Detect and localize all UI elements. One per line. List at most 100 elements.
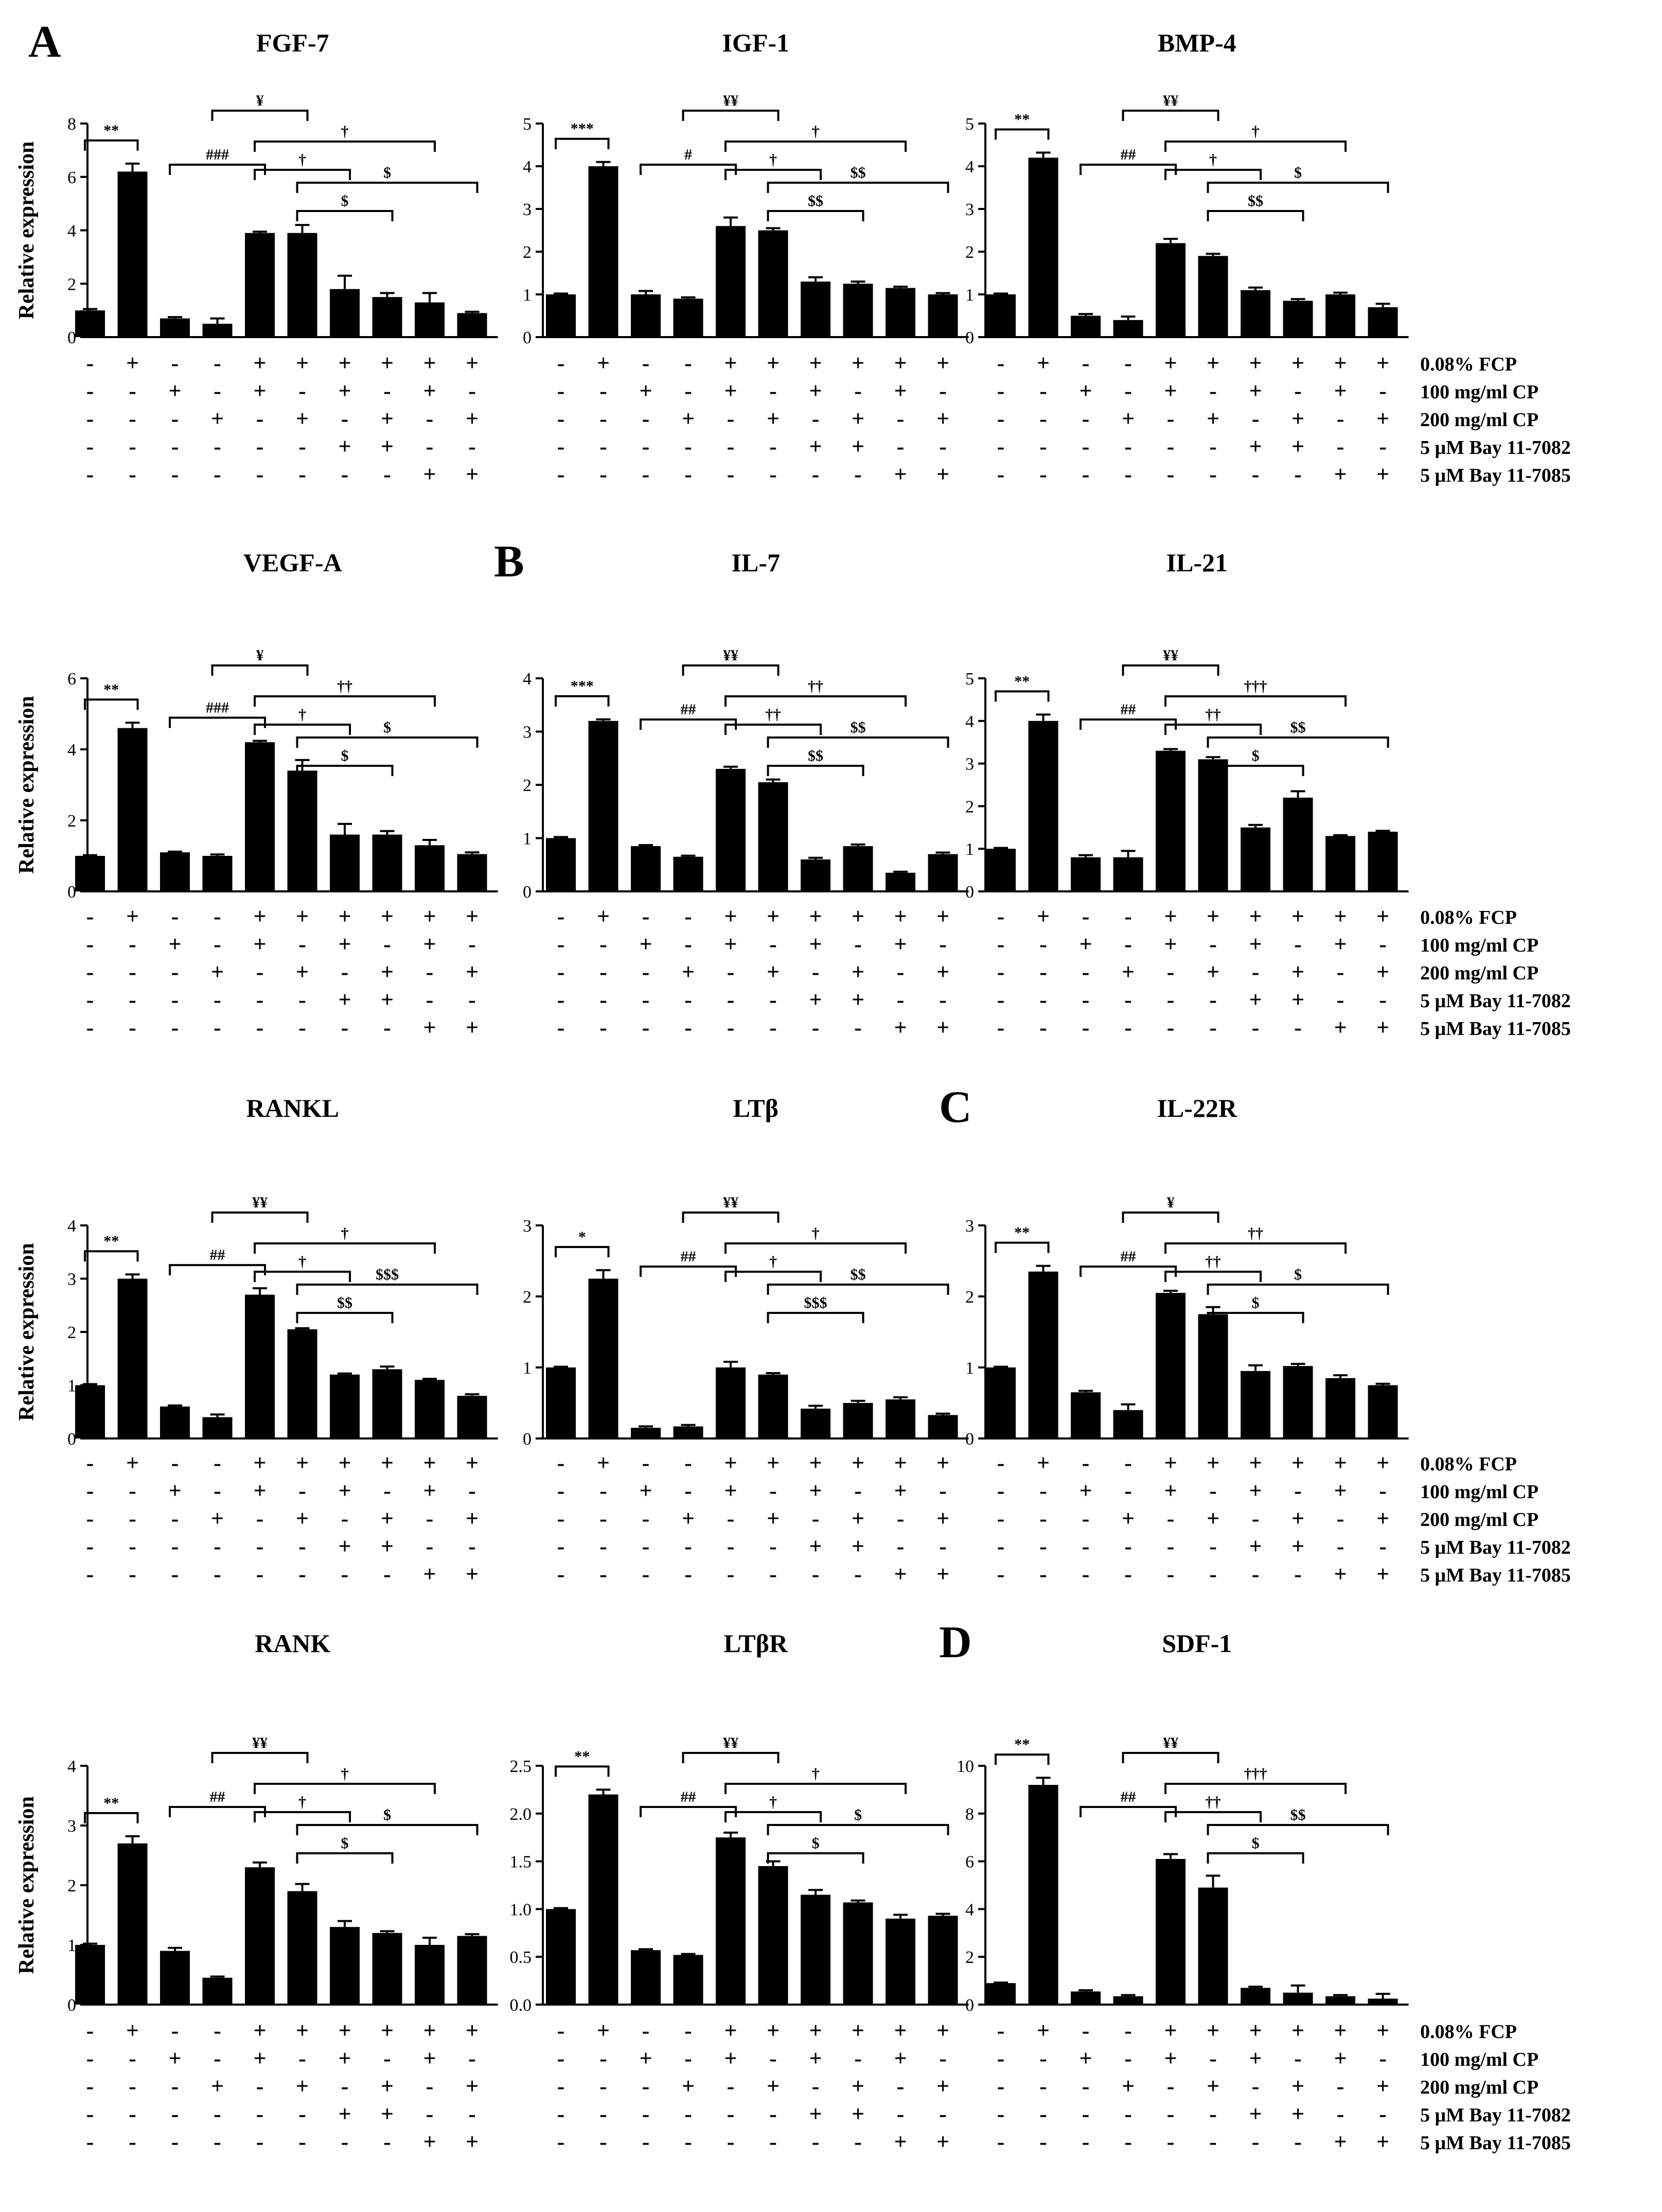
condition-sign: + (809, 378, 822, 403)
condition-sign: + (936, 462, 949, 487)
condition-sign: - (642, 1561, 650, 1587)
significance-bracket (169, 1264, 266, 1276)
condition-sign: - (1039, 406, 1047, 431)
condition-sign: + (1207, 904, 1219, 929)
condition-sign: + (296, 406, 309, 431)
condition-sign: - (997, 932, 1005, 957)
condition-sign: - (1039, 462, 1047, 487)
significance-label: †† (766, 706, 781, 723)
condition-sign: - (86, 406, 94, 431)
condition-sign: - (1039, 1015, 1047, 1040)
condition-sign: + (1376, 2129, 1389, 2154)
significance-label: ## (681, 1788, 696, 1805)
condition-sign: - (468, 1534, 476, 1559)
significance-label: ** (1014, 673, 1030, 690)
condition-sign: - (854, 378, 862, 403)
condition-sign: + (936, 1015, 949, 1040)
significance-label: ** (574, 1748, 590, 1765)
bar (843, 1902, 873, 2005)
condition-sign: - (812, 2129, 820, 2154)
condition-sign: + (466, 959, 479, 985)
condition-sign: + (1376, 904, 1389, 929)
chart-title: IGF-1 (722, 28, 789, 57)
significance-label: ¥¥ (252, 1194, 268, 1211)
significance-label: $ (383, 719, 391, 736)
y-tick-label: 1 (965, 1359, 974, 1378)
condition-sign: + (1164, 1478, 1177, 1503)
significance-label: $$ (808, 747, 823, 764)
condition-sign: - (468, 2046, 476, 2071)
condition-sign: - (1082, 406, 1090, 431)
condition-sign: + (211, 406, 224, 431)
chart-title: BMP-4 (1158, 28, 1236, 57)
condition-sign: - (599, 959, 607, 985)
condition-sign: - (897, 1506, 905, 1531)
condition-sign: - (997, 1506, 1005, 1531)
condition-sign: - (1082, 2129, 1090, 2154)
bar (588, 166, 618, 337)
condition-sign: + (767, 904, 780, 929)
bar (928, 854, 958, 891)
y-axis-label: Relative expression (15, 142, 39, 320)
bar (986, 294, 1016, 337)
significance-bracket (1122, 664, 1219, 676)
condition-sign: + (894, 904, 907, 929)
condition-sign: - (557, 2018, 565, 2043)
condition-sign: - (769, 2101, 777, 2127)
condition-sign: - (1379, 932, 1387, 957)
y-tick-label: 4 (965, 712, 974, 731)
condition-sign: - (599, 987, 607, 1012)
condition-sign: - (557, 2129, 565, 2154)
significance-label: †† (808, 678, 823, 695)
significance-label: ## (1121, 1788, 1136, 1805)
condition-sign: - (1082, 2018, 1090, 2043)
condition-label: 100 mg/ml CP (1420, 381, 1539, 403)
condition-sign: + (466, 1561, 479, 1587)
condition-sign: - (86, 1015, 94, 1040)
bar (886, 1918, 915, 2005)
condition-sign: + (126, 2018, 139, 2043)
chart-title: RANKL (246, 1094, 339, 1122)
condition-sign: + (1037, 904, 1050, 929)
bar (457, 1936, 487, 2005)
condition-sign: - (642, 2101, 650, 2127)
bar (801, 859, 830, 891)
condition-sign: - (642, 1506, 650, 1531)
condition-sign: - (298, 378, 306, 403)
bar (1071, 1392, 1101, 1438)
y-tick-label: 6 (67, 168, 76, 187)
significance-bracket (254, 1811, 351, 1822)
significance-label: ** (1014, 1224, 1030, 1241)
bar (1241, 1988, 1270, 2005)
bar (928, 1415, 958, 1438)
condition-sign: - (599, 462, 607, 487)
condition-sign: - (214, 1450, 221, 1476)
condition-sign: - (171, 350, 179, 376)
bar (588, 1278, 618, 1438)
y-tick-label: 0 (965, 328, 974, 347)
condition-sign: - (383, 378, 391, 403)
condition-sign: - (642, 2129, 650, 2154)
bar (1156, 750, 1186, 891)
significance-label: ** (103, 1795, 119, 1812)
condition-sign: + (894, 1561, 907, 1587)
condition-sign: + (296, 350, 309, 376)
condition-sign: + (253, 2018, 266, 2043)
condition-sign: + (724, 2046, 737, 2071)
bar (330, 834, 360, 891)
condition-sign: - (769, 2129, 777, 2154)
condition-sign: - (86, 1478, 94, 1503)
condition-sign: - (997, 2046, 1005, 2071)
bar (245, 233, 275, 337)
condition-sign: - (599, 434, 607, 459)
condition-sign: - (997, 462, 1005, 487)
bar (1368, 832, 1398, 891)
condition-sign: + (936, 959, 949, 985)
y-tick-label: 3 (965, 755, 974, 774)
condition-sign: + (338, 932, 351, 957)
y-tick-label: 5 (523, 115, 532, 134)
condition-sign: - (997, 2101, 1005, 2127)
condition-label: 100 mg/ml CP (1420, 935, 1539, 956)
condition-sign: + (894, 2018, 907, 2043)
